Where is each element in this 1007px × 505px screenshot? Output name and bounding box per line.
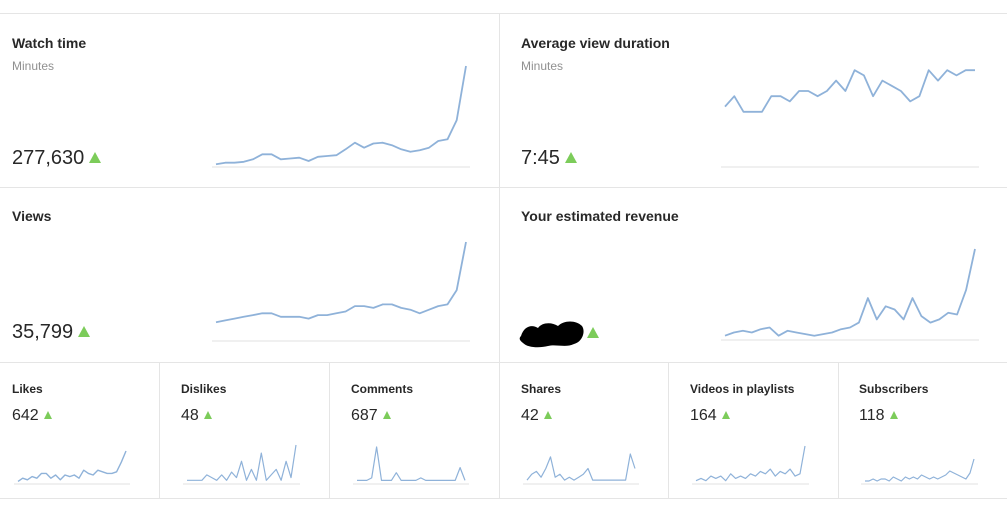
- trend-up-icon: [564, 152, 577, 163]
- videos-in-playlists-value: 164: [690, 407, 717, 424]
- views-value-row: 35,799: [12, 321, 91, 344]
- shares-sparkline: [523, 453, 639, 485]
- sparkline-series-line: [357, 446, 466, 482]
- avg-view-duration-subtitle: Minutes: [521, 59, 564, 73]
- trend-up-icon: [89, 152, 102, 163]
- small-divider-2: [329, 362, 330, 498]
- likes-sparkline: [14, 450, 130, 485]
- trend-up-icon: [43, 411, 52, 419]
- small-divider-5: [838, 362, 839, 498]
- small-divider-4: [668, 362, 669, 498]
- watch-time-value-row: 277,630: [12, 147, 102, 170]
- dislikes-value: 48: [181, 407, 199, 424]
- videos-in-playlists-title: Videos in playlists: [690, 382, 795, 396]
- comments-card[interactable]: Comments 687: [330, 363, 499, 498]
- center-divider: [499, 13, 500, 362]
- row-divider-1: [0, 187, 1007, 188]
- likes-card[interactable]: Likes 642: [0, 363, 159, 498]
- sparkline-series-line: [724, 69, 975, 113]
- subscribers-value-row: 118: [859, 407, 898, 425]
- views-title: Views: [12, 208, 52, 224]
- shares-title: Shares: [521, 382, 562, 396]
- avg-view-duration-card[interactable]: Average view duration Minutes 7:45: [500, 13, 1007, 187]
- sparkline-series-line: [187, 444, 297, 481]
- likes-title: Likes: [12, 382, 43, 396]
- shares-value-row: 42: [521, 407, 552, 425]
- estimated-revenue-sparkline: [721, 248, 979, 341]
- videos-in-playlists-value-row: 164: [690, 407, 730, 425]
- trend-up-icon: [203, 411, 212, 419]
- likes-value: 642: [12, 407, 39, 424]
- shares-value: 42: [521, 407, 539, 424]
- dislikes-sparkline: [183, 444, 300, 485]
- dislikes-title: Dislikes: [181, 382, 227, 396]
- estimated-revenue-title: Your estimated revenue: [521, 208, 679, 224]
- sparkline-series-line: [695, 445, 806, 482]
- small-divider-3: [499, 362, 500, 498]
- sparkline-series-line: [215, 65, 467, 166]
- trend-up-icon: [543, 411, 552, 419]
- comments-sparkline: [353, 446, 469, 485]
- dislikes-card[interactable]: Dislikes 48: [160, 363, 329, 498]
- comments-value: 687: [351, 407, 378, 424]
- views-card[interactable]: Views 35,799: [0, 188, 499, 362]
- shares-card[interactable]: Shares 42: [500, 363, 668, 498]
- watch-time-card[interactable]: Watch time Minutes 277,630: [0, 13, 499, 187]
- trend-up-icon: [78, 326, 91, 337]
- sparkline-series-line: [17, 450, 127, 482]
- watch-time-sparkline: [212, 65, 470, 168]
- trend-up-icon: [382, 411, 391, 419]
- row-divider-2: [0, 362, 1007, 363]
- avg-view-duration-value-row: 7:45: [521, 147, 577, 170]
- subscribers-sparkline: [861, 458, 978, 485]
- videos-in-playlists-sparkline: [692, 445, 809, 485]
- comments-title: Comments: [351, 382, 414, 396]
- likes-value-row: 642: [12, 407, 52, 425]
- dislikes-value-row: 48: [181, 407, 212, 425]
- comments-value-row: 687: [351, 407, 391, 425]
- small-divider-1: [159, 362, 160, 498]
- trend-up-icon: [721, 411, 730, 419]
- sparkline-series-line: [215, 241, 467, 324]
- sparkline-series-line: [526, 453, 636, 481]
- bottom-divider: [0, 498, 1007, 499]
- sparkline-series-line: [865, 458, 975, 482]
- redacted-value-scribble: [519, 321, 584, 348]
- watch-time-value: 277,630: [12, 147, 85, 169]
- estimated-revenue-card[interactable]: Your estimated revenue: [500, 188, 1007, 362]
- videos-in-playlists-card[interactable]: Videos in playlists 164: [669, 363, 838, 498]
- sparkline-series-line: [724, 248, 976, 337]
- watch-time-title: Watch time: [12, 35, 87, 51]
- top-divider: [0, 13, 1007, 14]
- subscribers-value: 118: [859, 407, 885, 424]
- trend-up-icon: [889, 411, 898, 419]
- watch-time-subtitle: Minutes: [12, 59, 55, 73]
- avg-view-duration-value: 7:45: [521, 147, 560, 169]
- avg-view-duration-title: Average view duration: [521, 35, 670, 51]
- subscribers-title: Subscribers: [859, 382, 929, 396]
- trend-up-icon: [587, 327, 599, 338]
- views-value: 35,799: [12, 321, 74, 343]
- views-sparkline: [212, 241, 470, 342]
- avg-view-duration-sparkline: [721, 69, 979, 168]
- subscribers-card[interactable]: Subscribers 118: [839, 363, 1007, 498]
